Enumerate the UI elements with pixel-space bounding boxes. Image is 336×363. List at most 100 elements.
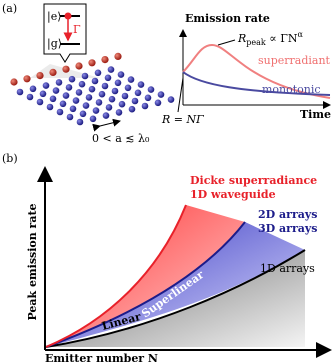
level-label: |g⟩ [47, 37, 62, 51]
atom [85, 94, 93, 101]
annotation: Dicke superradiance [190, 174, 317, 187]
atom [115, 109, 123, 116]
atom [154, 99, 162, 107]
atom [36, 98, 44, 106]
spacing-arrow [92, 118, 121, 132]
atom [107, 66, 115, 73]
atom [65, 84, 73, 91]
monotonic-label: monotonic [262, 83, 321, 96]
atom [114, 79, 122, 87]
atom [69, 105, 77, 113]
atom [117, 71, 125, 78]
atom [102, 112, 110, 119]
atom [66, 113, 74, 121]
superradiant-curve [182, 43, 331, 99]
atom [111, 87, 119, 95]
atom [36, 72, 44, 80]
time-label: Time [300, 108, 331, 121]
atom [46, 103, 54, 111]
atom [62, 92, 70, 99]
peak-rest: ∝ ΓN [266, 32, 298, 45]
atom [55, 79, 63, 86]
atom [89, 115, 97, 123]
atom [105, 104, 113, 111]
level-diagram [43, 3, 87, 63]
atom [29, 85, 37, 93]
level-label: |e⟩ [47, 10, 62, 24]
main-axes [37, 166, 332, 358]
atom [88, 85, 96, 93]
atom [16, 88, 24, 96]
atom [76, 118, 84, 126]
y-axis-label: Peak emission rate [26, 203, 39, 320]
atom [56, 108, 64, 116]
atom [75, 62, 83, 70]
atom [79, 110, 87, 118]
rate-label: Γ [73, 23, 81, 36]
atom [78, 80, 86, 88]
atom [141, 102, 149, 110]
atom [26, 93, 34, 101]
atom [104, 74, 112, 82]
atom [124, 84, 132, 92]
peak-r: R [237, 32, 246, 45]
annotation: 1D waveguide [190, 188, 276, 201]
atom [92, 107, 100, 114]
atom [62, 65, 70, 73]
peak-label: Rpeak ∝ ΓNα [237, 30, 303, 47]
atom [72, 97, 80, 104]
atom [75, 89, 83, 96]
atom [127, 76, 135, 83]
atom [49, 68, 57, 76]
atom [94, 69, 102, 77]
superlinear-curve [45, 221, 246, 348]
superradiant-label: superradiant [258, 54, 331, 67]
atom [101, 82, 109, 90]
atom [52, 87, 60, 94]
atom [101, 56, 109, 64]
panel-label: (a) [2, 2, 17, 15]
x-axis-label: Emitter number N [45, 352, 158, 363]
atom [108, 95, 116, 103]
atom [144, 94, 152, 102]
atom [88, 59, 96, 67]
atom [134, 89, 142, 97]
lattice [10, 52, 175, 126]
atom [95, 99, 103, 106]
plot-title: Emission rate [185, 12, 270, 25]
atom [157, 91, 165, 98]
atom [147, 86, 155, 93]
linear-fill [46, 250, 305, 347]
linear-curve [45, 249, 306, 348]
spacing-label: 0 < a ≲ λ₀ [92, 132, 150, 145]
atom [82, 102, 90, 109]
atom [23, 75, 31, 83]
atom [98, 90, 106, 98]
quadratic-fill [46, 205, 245, 347]
monotonic-curve [182, 71, 331, 96]
peak-sup: α [297, 30, 303, 39]
atom [131, 97, 139, 105]
peak-pointer [217, 39, 236, 46]
atom [81, 72, 89, 80]
atom [128, 105, 136, 113]
atom [91, 77, 99, 85]
peak-sub: peak [246, 38, 266, 47]
annotation: 2D arrays [258, 208, 317, 221]
atom [49, 95, 57, 103]
panel-label: (b) [2, 152, 18, 165]
atom [118, 100, 126, 108]
plot-axes [179, 29, 331, 109]
initial-label: R = NΓ [161, 113, 204, 126]
annotation: 3D arrays [258, 222, 317, 235]
atom [42, 82, 50, 89]
atom [10, 78, 18, 86]
atom [137, 81, 145, 88]
atom [167, 96, 175, 103]
initial-pointer [177, 77, 184, 113]
atom [39, 90, 47, 98]
annotation: 1D arrays [260, 262, 315, 275]
atom [114, 52, 122, 61]
quadratic-curve [45, 204, 187, 348]
